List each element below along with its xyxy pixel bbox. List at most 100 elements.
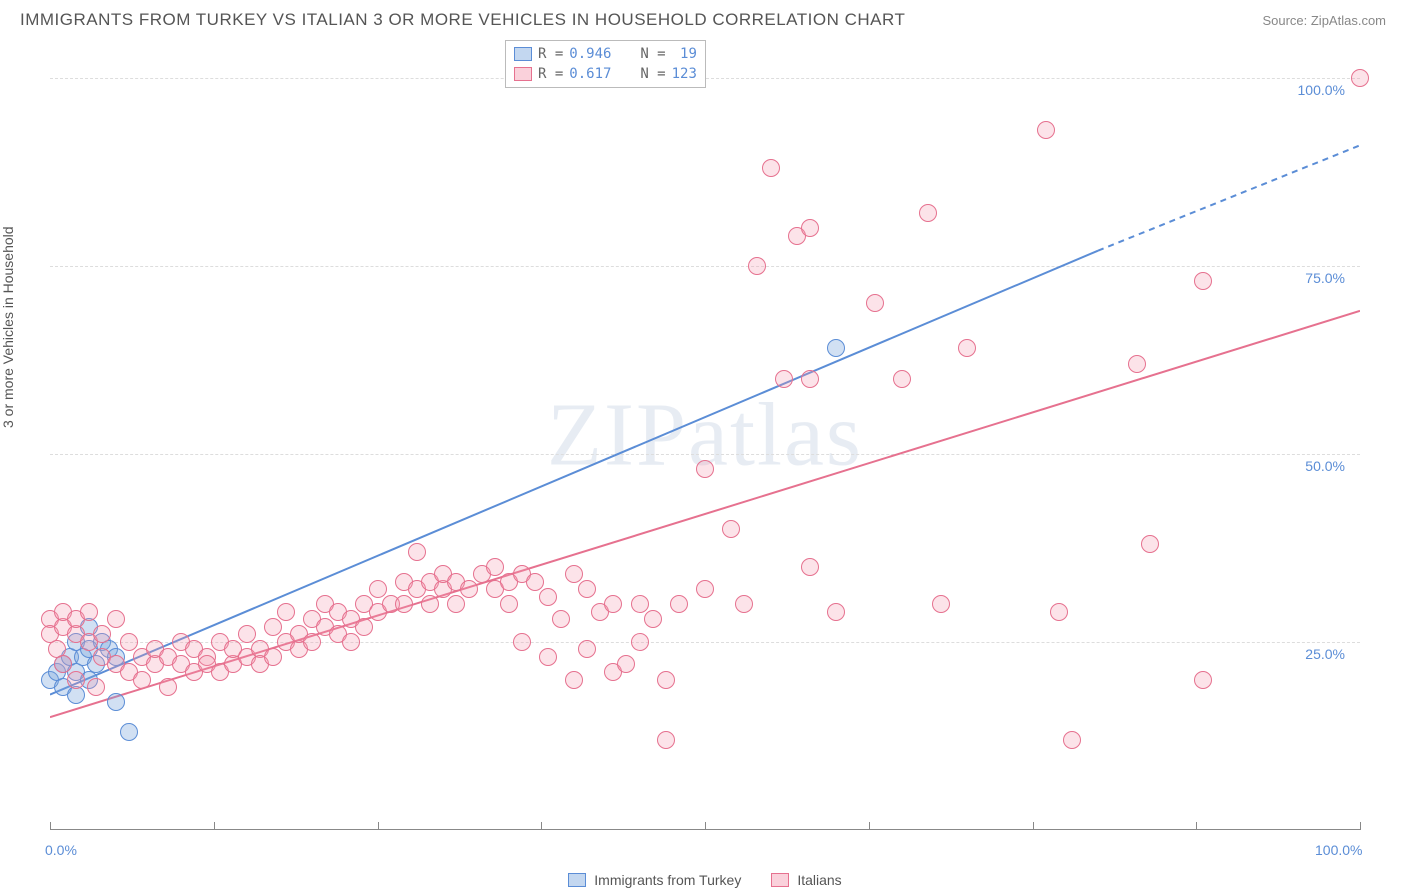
data-point-italians [670,595,688,613]
data-point-italians [631,633,649,651]
data-point-italians [762,159,780,177]
data-point-italians [486,558,504,576]
data-point-italians [67,671,85,689]
n-label: N = [640,66,665,82]
data-point-italians [526,573,544,591]
data-point-italians [1128,355,1146,373]
data-point-italians [539,648,557,666]
chart-title: IMMIGRANTS FROM TURKEY VS ITALIAN 3 OR M… [20,10,905,30]
data-point-italians [893,370,911,388]
header: IMMIGRANTS FROM TURKEY VS ITALIAN 3 OR M… [0,0,1406,35]
data-point-italians [827,603,845,621]
data-point-italians [513,633,531,651]
data-point-italians [1063,731,1081,749]
data-point-italians [801,558,819,576]
data-point-italians [657,671,675,689]
data-point-italians [801,370,819,388]
data-point-italians [80,603,98,621]
data-point-italians [264,648,282,666]
data-point-italians [801,219,819,237]
data-point-italians [303,633,321,651]
data-point-italians [617,655,635,673]
plot-region: ZIPatlas 25.0%50.0%75.0%100.0%0.0%100.0% [50,40,1360,830]
data-point-italians [578,580,596,598]
data-point-italians [565,565,583,583]
swatch-pink-icon [771,873,789,887]
data-point-italians [447,595,465,613]
data-point-italians [775,370,793,388]
x-tick [50,822,51,830]
data-point-italians [657,731,675,749]
r-value-turkey: 0.946 [569,46,611,62]
series-legend: Immigrants from Turkey Italians [50,872,1360,888]
x-tick [214,822,215,830]
data-point-italians [342,633,360,651]
data-point-italians [107,610,125,628]
chart-area: ZIPatlas 25.0%50.0%75.0%100.0%0.0%100.0%… [50,40,1360,830]
data-point-italians [277,603,295,621]
trend-lines [50,40,1360,830]
data-point-italians [748,257,766,275]
swatch-pink-icon [514,67,532,81]
data-point-italians [696,580,714,598]
r-label: R = [538,66,563,82]
data-point-italians [159,678,177,696]
data-point-italians [735,595,753,613]
data-point-italians [500,595,518,613]
legend-row-italians: R = 0.617 N = 123 [514,64,697,84]
n-value-turkey: 19 [672,46,697,62]
x-tick [869,822,870,830]
data-point-italians [552,610,570,628]
y-tick-label: 50.0% [1305,458,1345,474]
legend-label-italians: Italians [797,872,841,888]
n-label: N = [640,46,665,62]
data-point-italians [395,595,413,613]
data-point-turkey [107,693,125,711]
data-point-italians [578,640,596,658]
data-point-italians [932,595,950,613]
x-tick [1196,822,1197,830]
x-tick [705,822,706,830]
data-point-italians [1194,671,1212,689]
swatch-blue-icon [568,873,586,887]
gridline [50,266,1360,267]
n-value-italians: 123 [672,66,697,82]
data-point-italians [919,204,937,222]
x-tick [1033,822,1034,830]
x-tick-label: 100.0% [1315,842,1362,858]
legend-row-turkey: R = 0.946 N = 19 [514,44,697,64]
trend-line-dash-turkey [1098,145,1360,250]
x-tick [1360,822,1361,830]
y-tick-label: 25.0% [1305,646,1345,662]
data-point-turkey [120,723,138,741]
r-label: R = [538,46,563,62]
data-point-italians [355,618,373,636]
data-point-italians [1351,69,1369,87]
data-point-italians [120,633,138,651]
data-point-italians [722,520,740,538]
data-point-italians [866,294,884,312]
swatch-blue-icon [514,47,532,61]
y-tick-label: 75.0% [1305,270,1345,286]
data-point-italians [87,678,105,696]
data-point-italians [1050,603,1068,621]
data-point-italians [696,460,714,478]
data-point-italians [644,610,662,628]
x-tick [541,822,542,830]
data-point-italians [460,580,478,598]
legend-item-turkey: Immigrants from Turkey [568,872,741,888]
x-tick-label: 0.0% [45,842,77,858]
data-point-italians [1037,121,1055,139]
data-point-italians [631,595,649,613]
data-point-italians [264,618,282,636]
x-tick [378,822,379,830]
legend-item-italians: Italians [771,872,841,888]
trend-line-turkey [50,251,1098,695]
data-point-italians [539,588,557,606]
data-point-turkey [827,339,845,357]
data-point-italians [1141,535,1159,553]
data-point-italians [133,671,151,689]
y-tick-label: 100.0% [1298,82,1345,98]
data-point-italians [421,595,439,613]
data-point-italians [565,671,583,689]
